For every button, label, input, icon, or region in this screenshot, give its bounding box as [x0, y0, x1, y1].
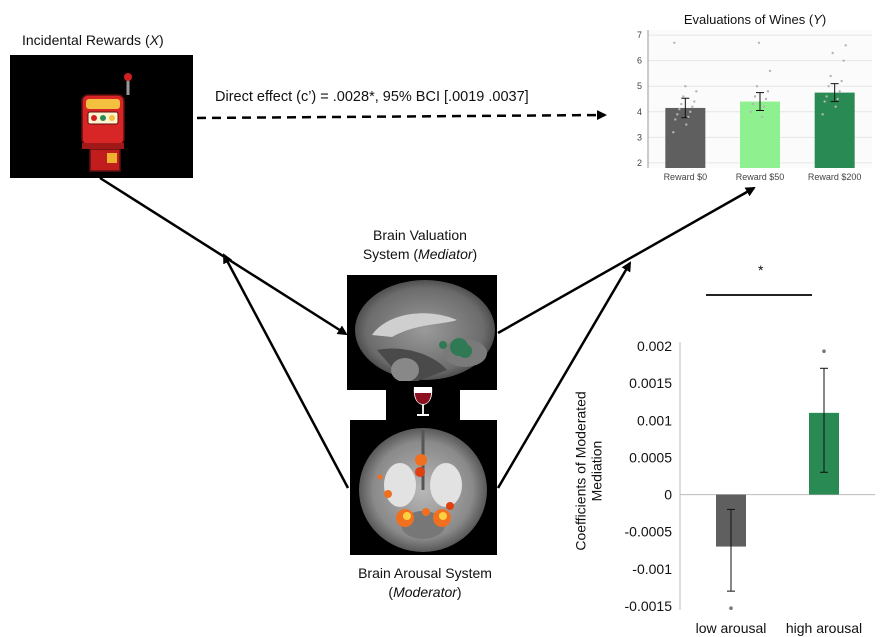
data-point	[840, 79, 843, 83]
y-tick-label: -0.0015	[625, 598, 673, 614]
data-point	[680, 102, 683, 106]
direct-effect-arrow	[196, 110, 607, 121]
moderated-mediation-ylabel: Coefficients of Moderated Mediation	[566, 360, 606, 575]
data-point	[693, 100, 696, 103]
brain-coronal-scan	[359, 428, 487, 552]
data-point	[827, 85, 830, 88]
outlier-point	[822, 349, 826, 353]
slot-machine-panel	[10, 55, 193, 178]
y-tick-label: 5	[637, 81, 642, 91]
data-point	[755, 85, 759, 88]
data-point	[751, 102, 755, 106]
data-point	[766, 90, 770, 93]
data-point	[674, 118, 677, 121]
data-point	[685, 123, 688, 126]
mediator-to-y-arrow	[497, 186, 756, 335]
data-point	[764, 97, 768, 101]
bar-reward-200	[814, 92, 855, 168]
y-tick-label: -0.001	[632, 561, 672, 577]
data-point	[687, 115, 690, 119]
slot-machine-icon	[81, 73, 132, 172]
data-point	[676, 113, 679, 116]
wine-evaluation-chart: 2 3 4 5 6 7 Reward $0 Reward $50 Reward $200	[637, 30, 872, 182]
y-tick-label: -0.0005	[625, 524, 673, 540]
x-tick-label: Reward $50	[736, 172, 785, 182]
x-tick-label: Reward $0	[664, 172, 708, 182]
data-point	[691, 105, 694, 108]
x-label-var: X	[149, 32, 159, 48]
y-tick-label: 3	[637, 132, 642, 142]
data-point	[684, 85, 687, 88]
data-point	[823, 100, 826, 103]
data-point	[672, 131, 675, 134]
data-point	[836, 97, 839, 101]
x-to-mediator-arrow	[99, 176, 348, 336]
data-point	[844, 44, 847, 47]
y-tick-label: 0	[664, 487, 672, 503]
data-point	[768, 69, 772, 73]
y-tick-label: 0.0005	[629, 449, 672, 465]
data-point	[821, 113, 824, 116]
data-point	[825, 95, 828, 98]
data-point	[749, 110, 753, 113]
wine-glass-panel	[386, 381, 460, 421]
data-point	[757, 41, 761, 44]
direct-effect-label: Direct effect (c’) = .0028*, 95% BCI [.0…	[215, 89, 529, 105]
y-tick-label: 4	[637, 107, 642, 117]
data-point	[682, 95, 685, 98]
y-tick-label: 2	[637, 158, 642, 168]
x-label-text: Incidental Rewards (	[22, 32, 150, 48]
y-tick-label: 0.001	[637, 412, 672, 428]
mediator-line2: System (Mediator)	[362, 246, 478, 262]
y-tick-label: 7	[637, 30, 642, 40]
moderator-to-b-path-arrow	[496, 261, 632, 489]
significance-star: *	[758, 262, 764, 278]
significance-bar	[706, 294, 812, 296]
data-point	[760, 115, 764, 119]
data-point	[829, 74, 832, 78]
data-point	[762, 105, 766, 108]
x-tick-label: high arousal	[786, 620, 862, 636]
wine-glass-icon	[413, 387, 433, 416]
brain-sagittal-panel	[347, 275, 497, 390]
moderated-mediation-chart: 0.002 0.0015 0.001 0.0005 0 -0.0005 -0.001 -0.0…	[625, 338, 875, 636]
data-point	[753, 95, 757, 98]
y-tick-label: 6	[637, 56, 642, 66]
wine-chart-title: Evaluations of Wines (Y)	[683, 12, 827, 27]
mediator-label: Brain Valuation System (Mediator)	[330, 226, 510, 264]
data-point	[842, 59, 845, 62]
outlier-point	[729, 606, 733, 611]
moderator-label: Brain Arousal System (Moderator)	[325, 564, 525, 602]
x-variable-label: Incidental Rewards (X)	[22, 32, 164, 48]
ylabel-line1: Coefficients of Moderated	[572, 391, 589, 551]
x-label-close: )	[158, 32, 164, 48]
x-tick-label: Reward $200	[808, 172, 862, 182]
x-tick-label: low arousal	[696, 620, 767, 636]
brain-sagittal-scan	[355, 280, 495, 385]
y-tick-label: 0.0015	[629, 375, 672, 391]
data-point	[689, 110, 692, 113]
data-point	[834, 105, 837, 108]
data-point	[673, 41, 676, 44]
data-point	[838, 90, 841, 93]
ylabel-line2: Mediation	[588, 440, 605, 502]
data-point	[695, 90, 698, 93]
data-point	[831, 51, 834, 55]
data-point	[678, 108, 681, 111]
y-tick-label: 0.002	[637, 338, 672, 354]
bar-reward-50	[740, 101, 780, 168]
mediator-line1: Brain Valuation	[373, 227, 467, 243]
moderator-to-a-path-arrow	[222, 253, 350, 489]
moderator-line1: Brain Arousal System	[358, 565, 492, 581]
moderator-line2: (Moderator)	[388, 584, 462, 600]
brain-coronal-panel	[350, 420, 497, 555]
